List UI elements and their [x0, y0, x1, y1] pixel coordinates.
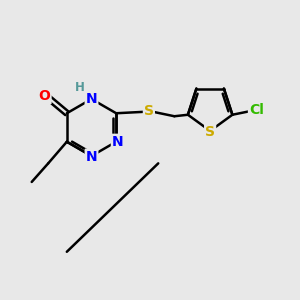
Text: N: N — [86, 92, 97, 106]
Text: Cl: Cl — [249, 103, 264, 117]
Text: N: N — [112, 135, 124, 149]
Text: S: S — [144, 104, 154, 118]
Text: N: N — [86, 150, 97, 164]
Text: S: S — [205, 124, 215, 139]
Text: O: O — [39, 89, 51, 103]
Text: H: H — [75, 81, 85, 94]
